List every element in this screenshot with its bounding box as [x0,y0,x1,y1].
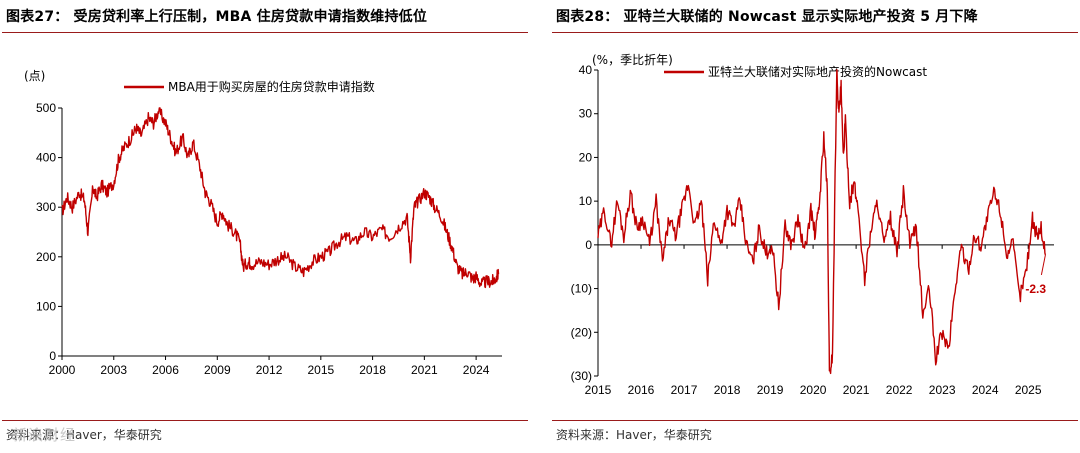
legend-label: 亚特兰大联储对实际地产投资的Nowcast [708,64,927,79]
left-title-rule [2,32,528,33]
y-tick-label: 30 [579,107,593,121]
x-tick-label: 2015 [307,363,334,377]
x-tick-label: 2019 [757,383,784,397]
x-tick-label: 2021 [843,383,870,397]
y-tick-label: 100 [36,299,56,313]
x-tick-label: 2017 [671,383,698,397]
x-tick-label: 2003 [100,363,127,377]
y-tick-label: 40 [579,63,593,77]
left-chart: 0 100 200 300 400 500 2000 2003 2006 2009 2012 2015… [24,69,502,377]
x-tick-label: 2015 [585,383,612,397]
x-tick-label: 2012 [256,363,283,377]
y-tick-label: 20 [579,150,593,164]
y-tick-label: (30) [571,369,592,383]
right-figure-title: 图表28： 亚特兰大联储的 Nowcast 显示实际地产投资 5 月下降 [556,9,978,25]
y-tick-label: (20) [571,325,592,339]
x-tick-label: 2009 [204,363,231,377]
right-figure: 图表28： 亚特兰大联储的 Nowcast 显示实际地产投资 5 月下降 (30… [552,0,1080,453]
right-source: 资料来源：Haver，华泰研究 [556,428,712,442]
y-tick-label: 300 [36,200,56,214]
y-axis-unit-label: (点) [24,69,45,83]
legend-label: MBA用于购买房屋的住房贷款申请指数 [168,79,375,94]
left-footer-rule [2,420,528,421]
annotation-last-value: -2.3 [1025,282,1046,296]
x-tick-label: 2020 [800,383,827,397]
y-tick-label: 0 [49,349,56,363]
series-line [597,69,1047,375]
x-tick-label: 2000 [49,363,76,377]
right-title-rule [552,32,1078,33]
right-chart: (30) (20) (10) 0 10 20 30 40 2015 2016 2017 2018 201… [571,52,1054,397]
series-line [61,107,500,289]
x-tick-label: 2021 [411,363,438,377]
y-tick-label: 0 [585,238,592,252]
left-figure-title: 图表27： 受房贷利率上行压制，MBA 住房贷款申请指数维持低位 [6,9,428,25]
left-figure: 图表27： 受房贷利率上行压制，MBA 住房贷款申请指数维持低位 0 100 200… [2,0,530,453]
x-tick-label: 2022 [886,383,913,397]
y-tick-label: 200 [36,250,56,264]
x-tick-label: 2018 [714,383,741,397]
x-tick-label: 2023 [929,383,956,397]
y-tick-label: (10) [571,282,592,296]
right-footer-rule [552,420,1078,421]
x-tick-label: 2006 [152,363,179,377]
y-tick-label: 10 [579,194,593,208]
x-tick-label: 2018 [359,363,386,377]
y-tick-label: 400 [36,151,56,165]
x-tick-label: 2016 [628,383,655,397]
x-tick-label: 2024 [972,383,999,397]
watermark-logo: 新浪财经 [12,426,77,444]
y-tick-label: 500 [36,101,56,115]
left-source: 资料来源：Haver，华泰研究 [6,428,162,442]
x-tick-label: 2025 [1015,383,1042,397]
y-axis-unit-label: (%，季比折年) [592,52,673,67]
x-tick-label: 2024 [463,363,490,377]
annotation-leader-line [1040,254,1046,276]
